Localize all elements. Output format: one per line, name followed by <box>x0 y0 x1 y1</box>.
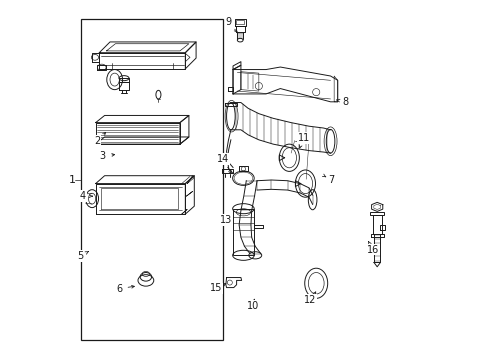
Bar <box>372 215 381 234</box>
Text: 15: 15 <box>209 283 222 293</box>
Text: 4: 4 <box>80 191 86 201</box>
Text: 7: 7 <box>327 175 334 185</box>
Text: 11: 11 <box>297 133 309 143</box>
Bar <box>369 212 384 215</box>
Text: 2: 2 <box>94 136 101 145</box>
Bar <box>373 234 380 262</box>
Text: 16: 16 <box>366 244 378 255</box>
Text: 12: 12 <box>304 295 316 305</box>
Text: 6: 6 <box>116 284 122 294</box>
Text: 14: 14 <box>216 154 229 164</box>
Text: 13: 13 <box>220 215 232 225</box>
Text: 8: 8 <box>342 97 348 107</box>
Text: 9: 9 <box>225 17 231 27</box>
Bar <box>81 19 223 339</box>
Text: 10: 10 <box>246 301 259 311</box>
Text: 3: 3 <box>100 151 106 161</box>
Bar <box>232 209 254 255</box>
Text: 11: 11 <box>297 133 309 143</box>
Text: 5: 5 <box>77 251 83 261</box>
Text: 1: 1 <box>69 175 76 185</box>
